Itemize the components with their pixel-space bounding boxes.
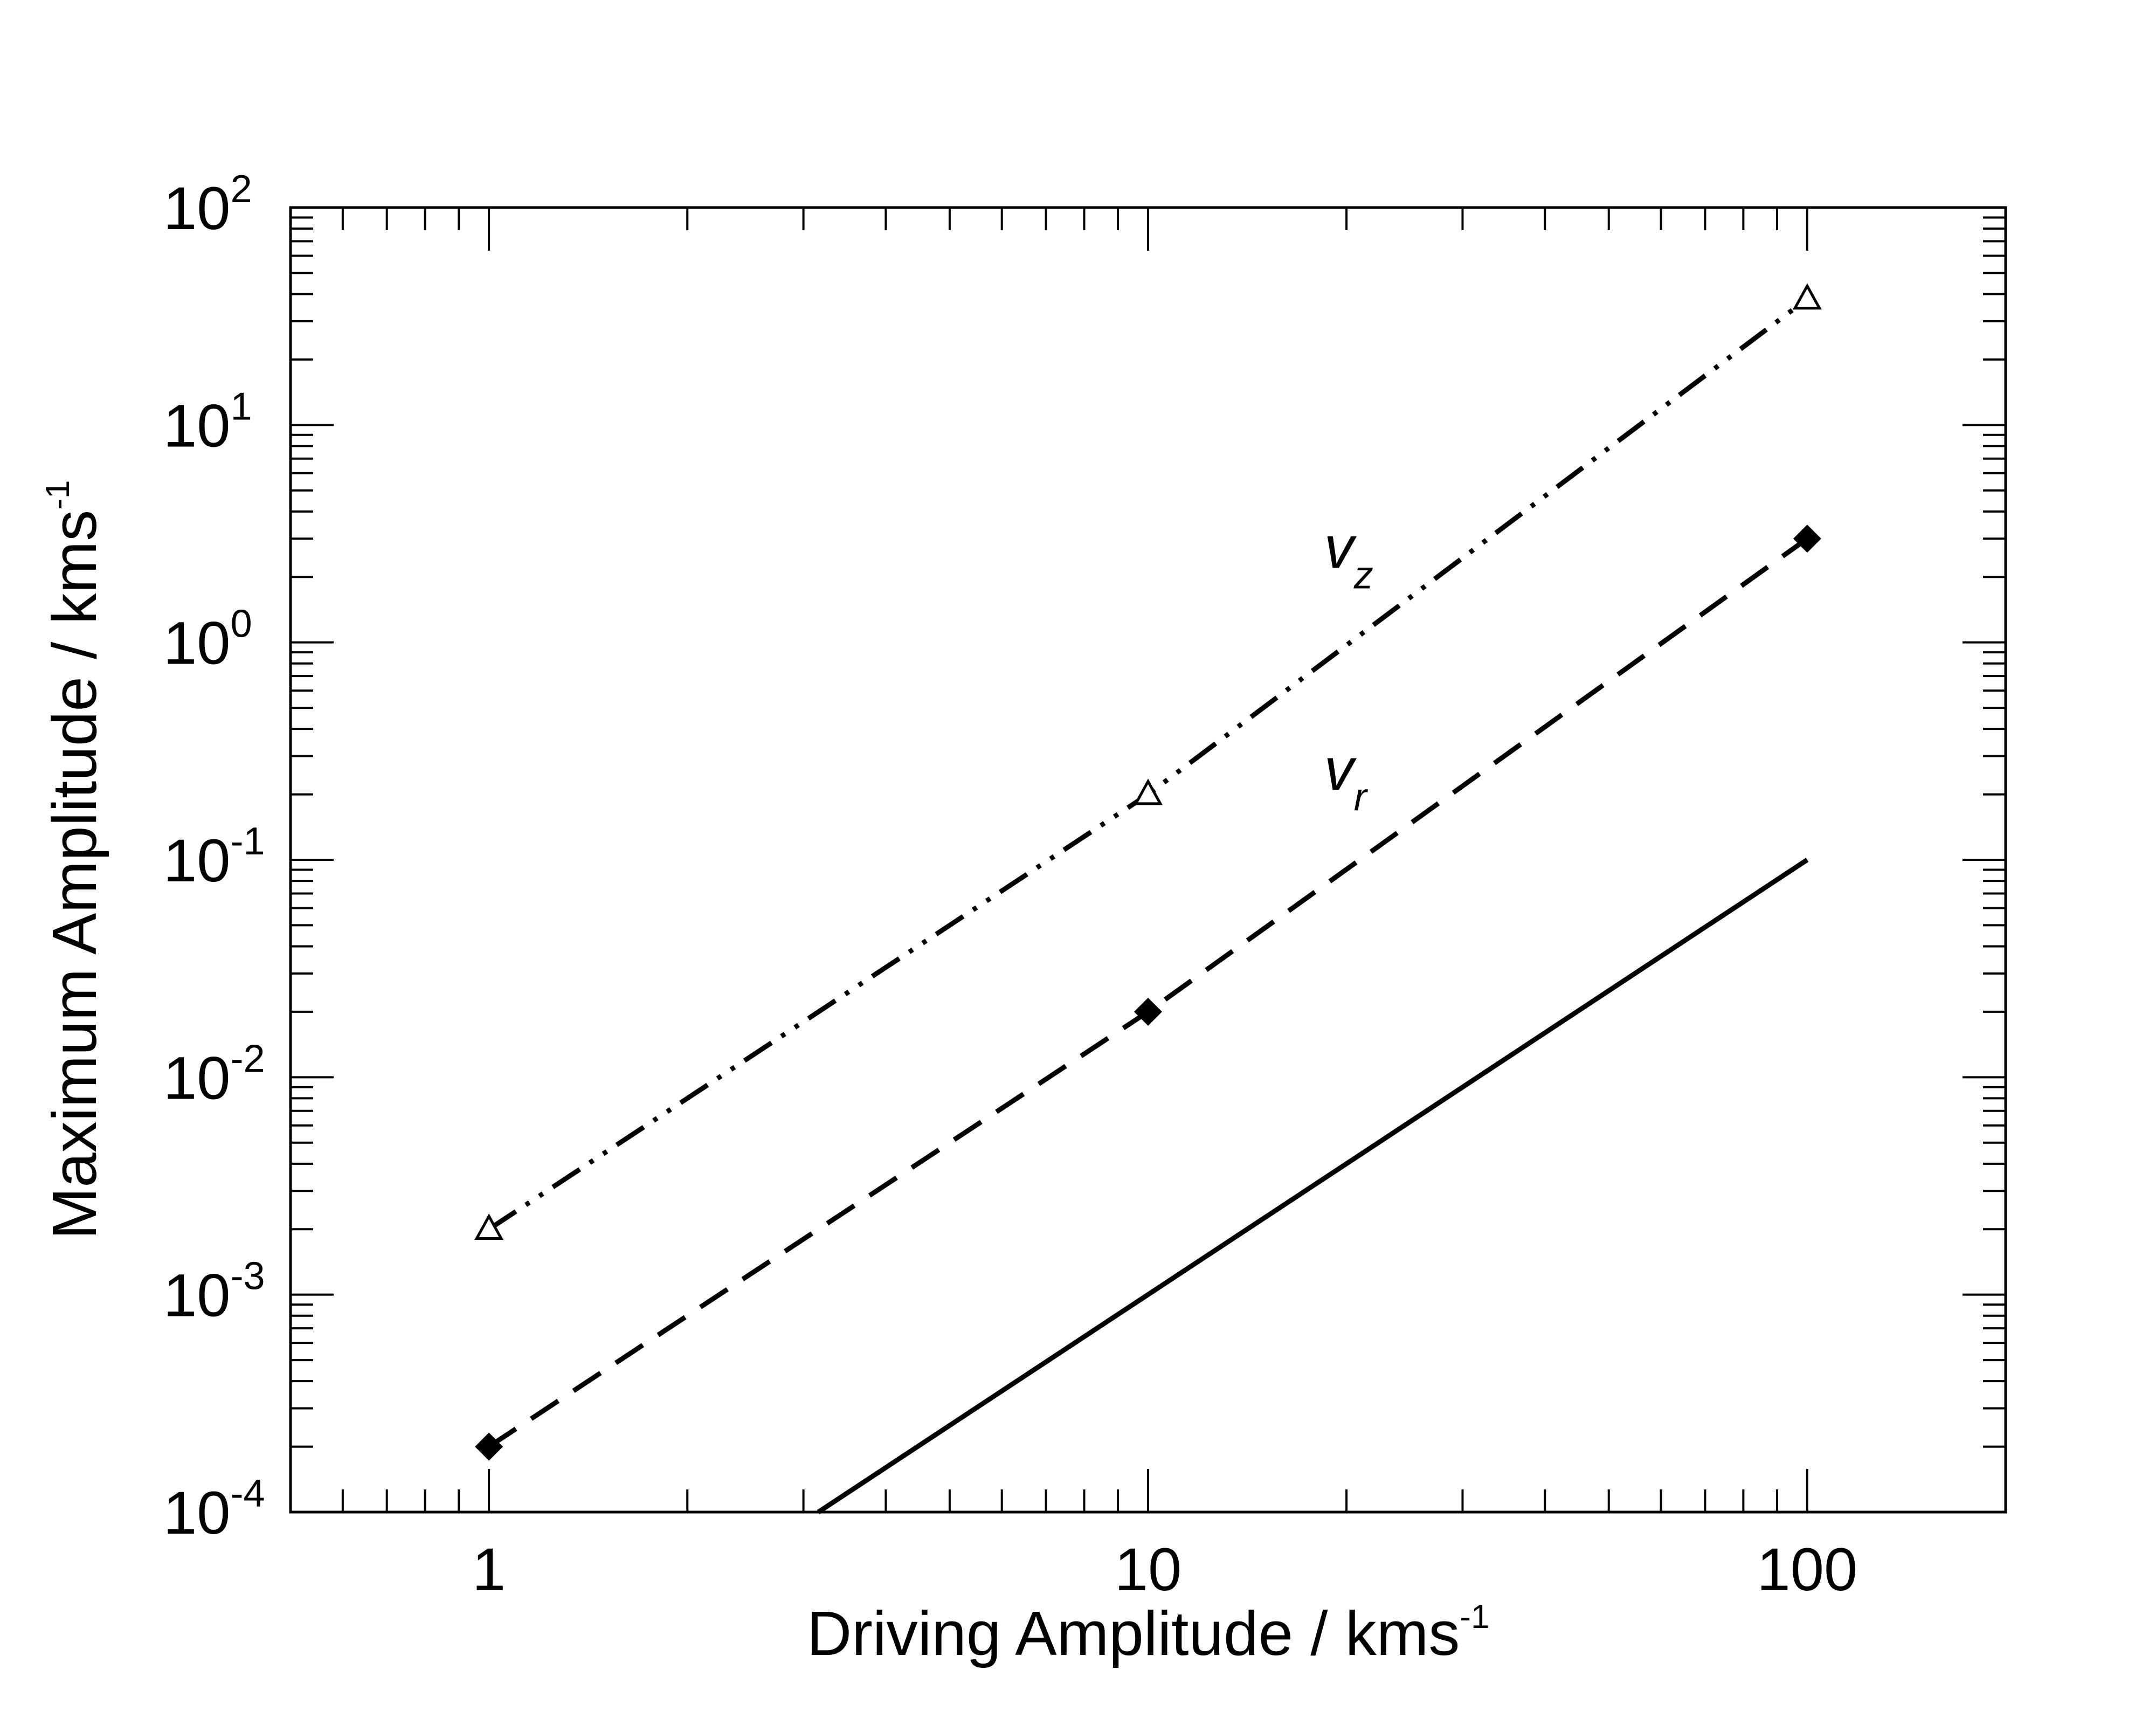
y-tick-label-base: 10 xyxy=(163,827,231,894)
series-label-subscript: r xyxy=(1354,776,1369,819)
series-line-reference xyxy=(817,858,1809,1514)
series-label-main: v xyxy=(1324,515,1357,581)
y-tick-label-exponent: 0 xyxy=(231,603,252,646)
y-tick-label: 10-1 xyxy=(163,820,265,894)
y-tick-label-base: 10 xyxy=(163,392,231,459)
series-line-vz xyxy=(487,296,1809,1232)
y-tick-label-base: 10 xyxy=(163,1044,231,1112)
y-tick-label: 101 xyxy=(163,385,252,459)
y-tick-label-exponent: -2 xyxy=(231,1037,265,1080)
y-tick-label-exponent: -3 xyxy=(231,1255,265,1298)
series-layer xyxy=(474,283,1822,1514)
series-label-vz: vz xyxy=(1324,515,1373,597)
y-tick-label: 10-3 xyxy=(163,1255,265,1329)
x-tick-label: 1 xyxy=(472,1536,506,1603)
x-tick-label: 100 xyxy=(1757,1536,1857,1603)
data-point-vz xyxy=(474,1213,504,1240)
x-axis-label-superscript: -1 xyxy=(1460,1598,1489,1636)
y-tick-label: 102 xyxy=(163,168,252,242)
x-tick-label: 10 xyxy=(1115,1536,1182,1603)
data-point-vz xyxy=(1792,283,1822,310)
y-tick-label-base: 10 xyxy=(163,175,231,242)
series-label-main: v xyxy=(1324,736,1357,803)
y-tick-label: 10-2 xyxy=(163,1037,265,1112)
y-tick-label-base: 10 xyxy=(163,1262,231,1329)
y-axis-label: Maximum Amplitude / kms-1 xyxy=(39,480,109,1240)
y-axis-label-text: Maximum Amplitude / kms xyxy=(39,510,109,1240)
y-tick-label-exponent: 2 xyxy=(231,168,252,211)
series-label-vr: vr xyxy=(1324,736,1369,819)
y-axis-label-superscript: -1 xyxy=(39,480,77,510)
y-tick-label: 10-4 xyxy=(163,1472,265,1547)
y-tick-label-base: 10 xyxy=(163,610,231,677)
data-point-vz xyxy=(1133,778,1163,805)
y-tick-label-exponent: 1 xyxy=(231,385,252,428)
data-point-vr xyxy=(475,1432,503,1461)
y-tick-label-exponent: -1 xyxy=(231,820,265,863)
data-point-vr xyxy=(1793,525,1821,553)
x-axis-label: Driving Amplitude / kms-1 xyxy=(806,1598,1489,1668)
y-tick-label: 100 xyxy=(163,603,252,677)
data-point-vr xyxy=(1134,997,1162,1026)
ticks-layer xyxy=(289,208,2007,1513)
y-tick-label-base: 10 xyxy=(163,1479,231,1547)
x-axis-label-text: Driving Amplitude / kms xyxy=(806,1598,1460,1668)
series-label-subscript: z xyxy=(1353,554,1373,597)
plot-frame xyxy=(289,206,2007,1514)
y-tick-label-exponent: -4 xyxy=(231,1472,265,1515)
